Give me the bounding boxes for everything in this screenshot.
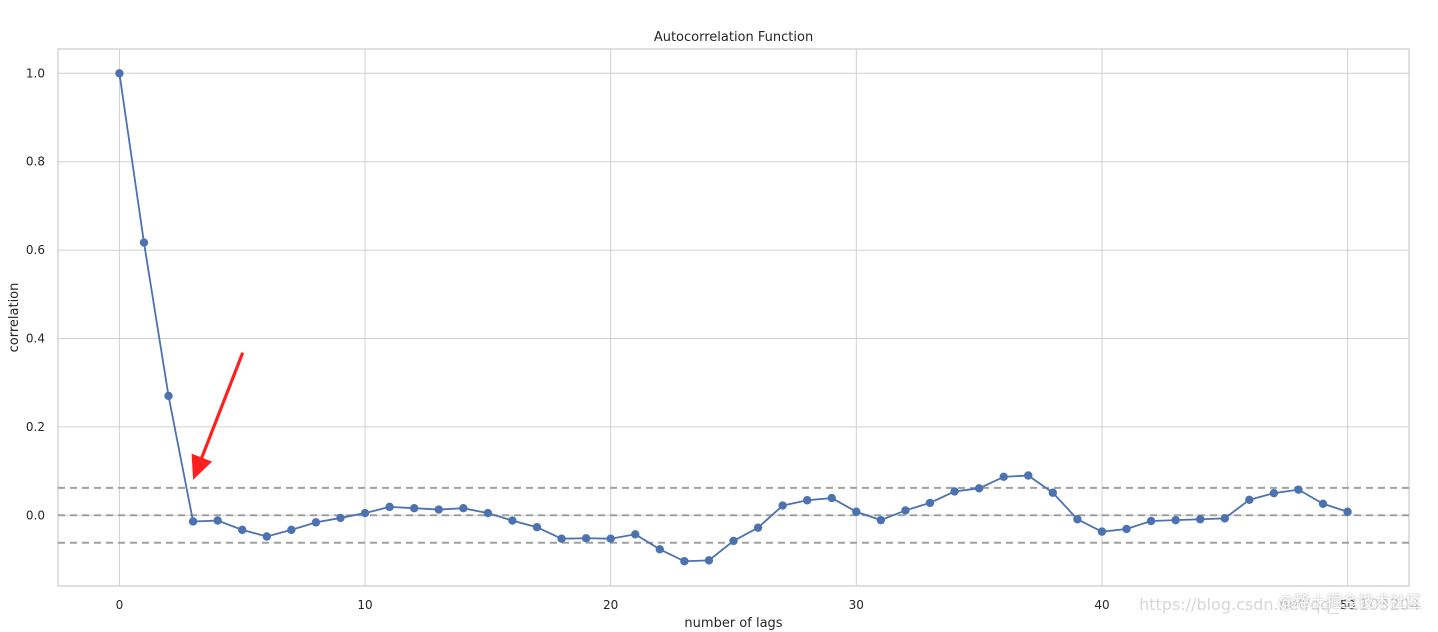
data-point [1269,488,1279,498]
y-tick-label: 0.8 [26,155,45,169]
data-point [164,391,173,401]
arrow-shaft [200,352,244,460]
data-point [901,506,910,515]
data-point [508,516,517,525]
data-point [1171,515,1180,525]
data-point [1024,471,1033,480]
data-point [876,515,886,525]
data-point [1122,524,1131,534]
data-point [311,518,321,527]
data-point [557,534,566,543]
series-points [115,69,1352,566]
data-point [999,472,1008,482]
y-tick-label: 1.0 [26,66,45,80]
data-point [950,487,959,496]
data-point [1220,514,1229,523]
y-axis-label: correlation [7,283,22,353]
plot-frame [57,48,1410,587]
data-point [1343,507,1352,516]
data-point [360,508,370,518]
x-axis-label: number of lags [684,616,782,631]
chart-title: Autocorrelation Function [654,30,813,45]
data-point [213,516,222,525]
data-point [483,508,493,518]
data-point [139,238,149,247]
data-point [115,69,124,78]
data-point [925,498,935,508]
data-point [606,534,615,543]
data-point [1097,527,1107,536]
annotations [191,352,244,480]
data-point [1294,485,1303,494]
data-point [532,523,542,532]
data-point [409,504,419,513]
arrow-head [191,453,213,480]
data-point [459,504,468,513]
y-tick-label: 0.0 [26,508,45,522]
data-point [753,523,763,532]
data-point [188,517,198,526]
data-point [852,507,861,516]
x-tick-label: 30 [849,598,864,612]
data-point [704,556,714,565]
y-tick-label: 0.6 [26,243,45,257]
x-tick-label: 50 [1340,598,1355,612]
data-point [1073,515,1082,524]
y-tick-label: 0.2 [26,420,45,434]
data-point [1318,499,1328,508]
data-point [262,532,271,541]
y-tick-labels: 0.0 0.2 0.4 0.6 0.8 1.0 [26,66,45,522]
data-point [729,536,738,546]
data-point [385,502,394,512]
data-point [655,545,665,554]
data-point [336,513,345,523]
data-point [238,525,247,535]
x-tick-labels: 0 10 20 30 40 50 [116,598,1356,612]
data-point [1245,495,1254,505]
data-point [802,496,812,505]
data-point [1146,516,1156,526]
data-point [1048,488,1058,497]
data-point [974,484,984,493]
data-point [581,534,591,543]
x-tick-label: 40 [1094,598,1109,612]
data-point [827,493,836,503]
data-point [434,505,443,514]
y-tick-label: 0.4 [26,331,45,345]
x-tick-label: 20 [603,598,618,612]
juejin-watermark: @稀土掘金技术社区 [1277,592,1422,611]
csdn-watermark: https://blog.csdn.net/qq_41103204 [1139,595,1420,614]
x-tick-label: 10 [357,598,372,612]
data-point [778,501,787,510]
data-point [631,530,640,539]
x-gridlines [118,49,1349,586]
data-point [287,525,296,535]
data-point [1196,515,1205,524]
data-point [680,557,689,566]
x-tick-label: 0 [116,598,124,612]
